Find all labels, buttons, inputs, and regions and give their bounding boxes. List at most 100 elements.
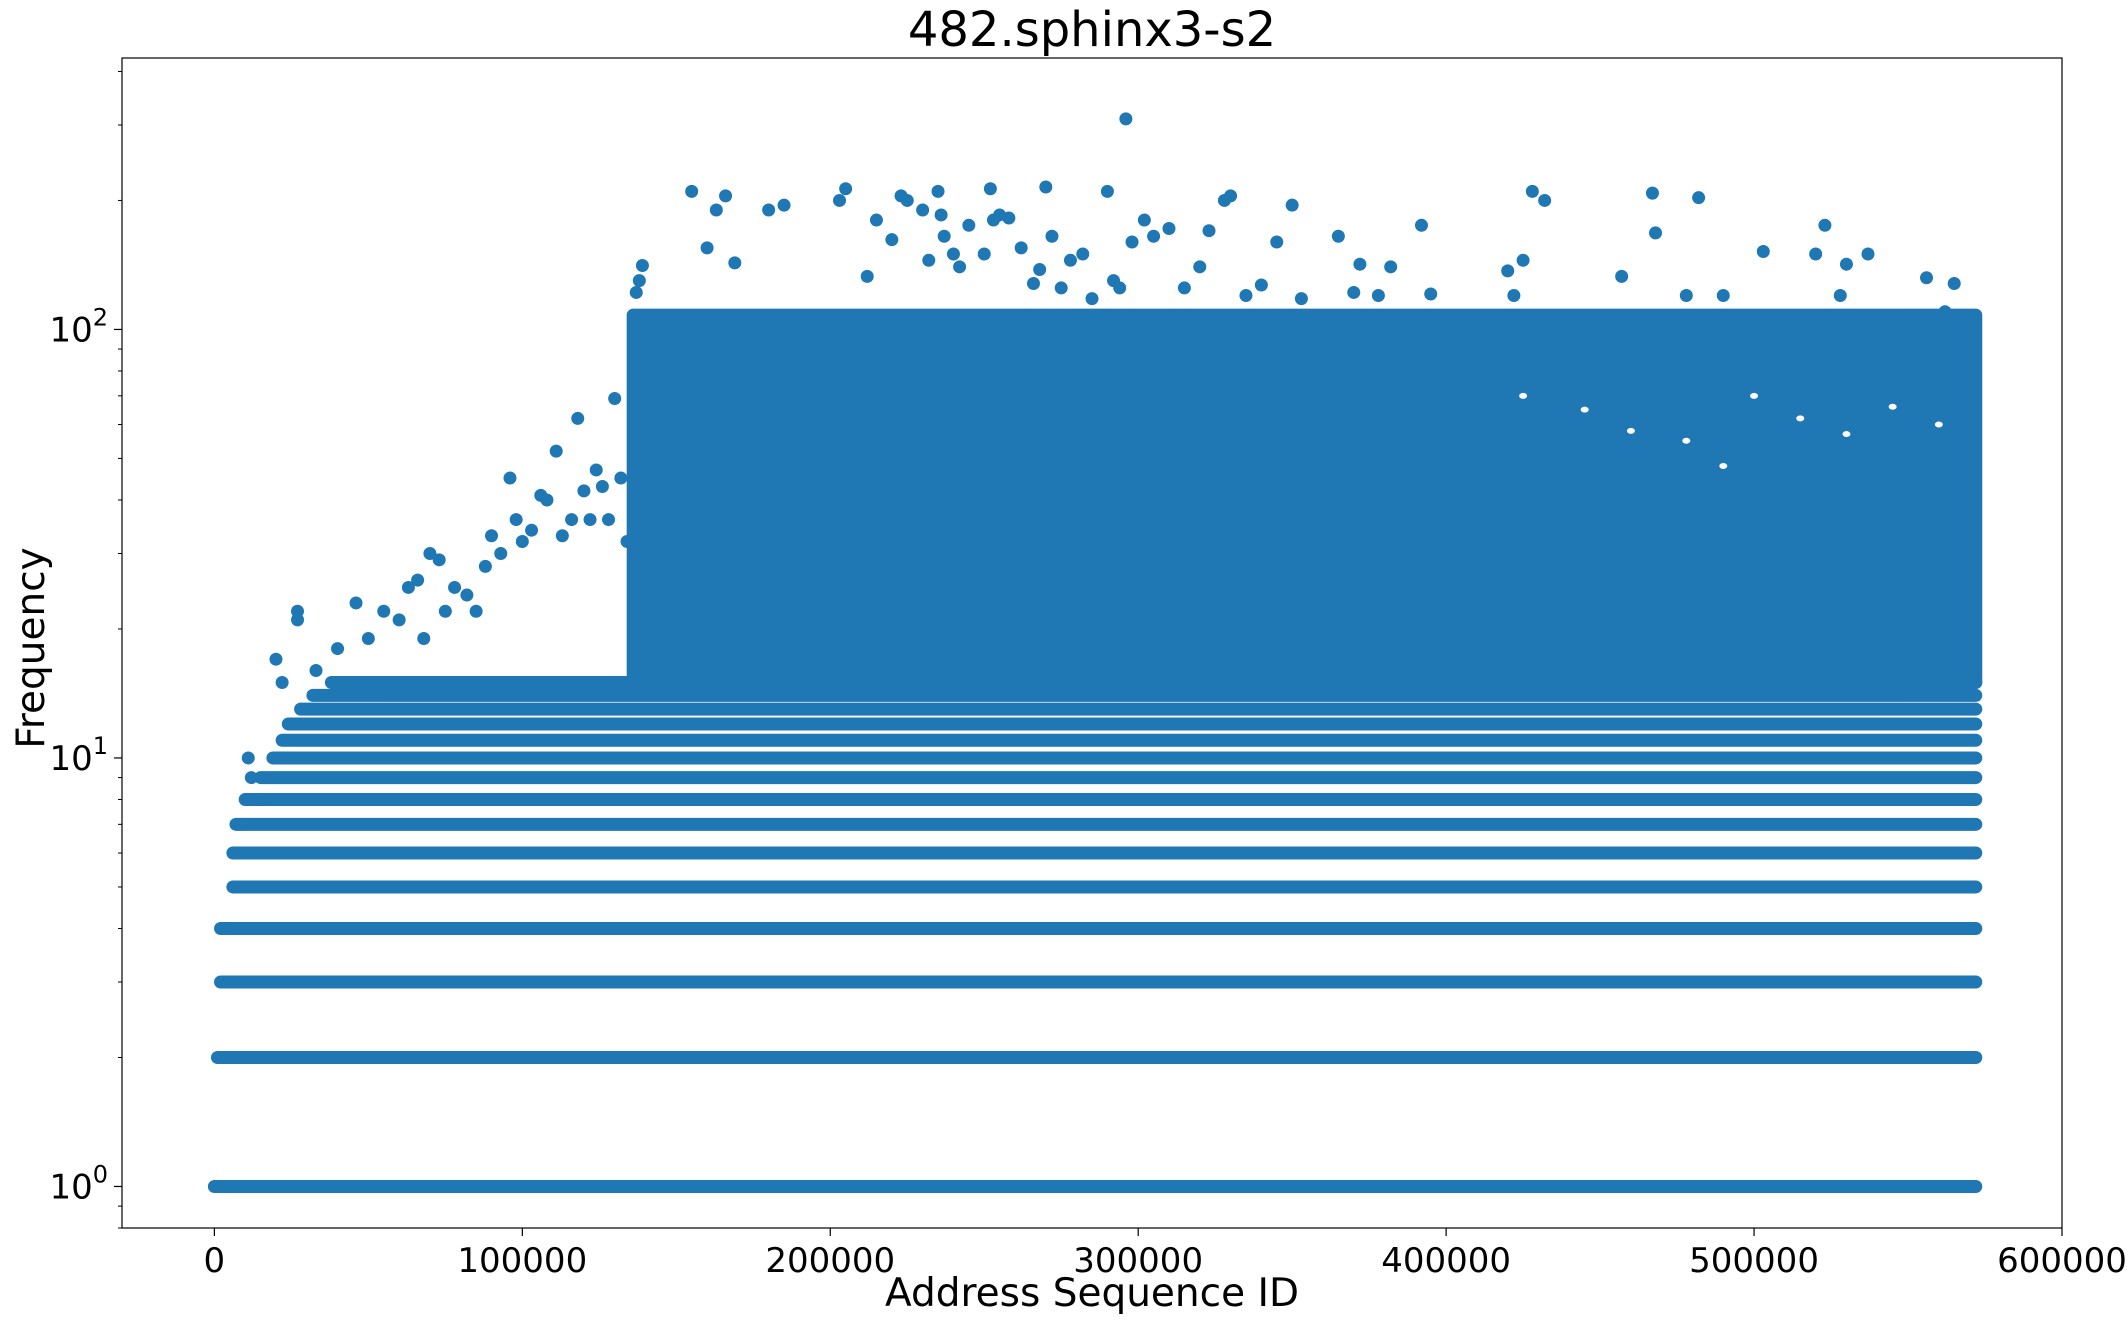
- data-point: [515, 534, 529, 548]
- data-point: [1645, 186, 1659, 200]
- data-point: [438, 604, 452, 618]
- data-marks: [207, 112, 1983, 1193]
- data-point: [1177, 281, 1191, 295]
- data-point: [503, 471, 517, 485]
- data-point: [620, 534, 634, 548]
- data-point: [469, 604, 483, 618]
- data-point: [977, 247, 991, 261]
- y-tick-label: 100: [49, 1160, 108, 1207]
- dense-region-gap: [1934, 421, 1943, 428]
- data-point: [1861, 247, 1875, 261]
- x-tick-label: 300000: [1073, 1241, 1203, 1281]
- data-point: [602, 513, 616, 527]
- data-point: [1270, 235, 1284, 249]
- data-point: [1331, 229, 1345, 243]
- data-point: [1045, 229, 1059, 243]
- y-tick-exponent: 1: [93, 732, 108, 760]
- data-point: [494, 547, 508, 561]
- x-tick-label: 400000: [1381, 1241, 1511, 1281]
- dense-region-gap: [1682, 437, 1691, 444]
- data-point: [762, 203, 776, 217]
- data-point: [1501, 264, 1515, 278]
- data-point: [525, 523, 539, 537]
- data-point: [1756, 245, 1770, 259]
- data-point: [629, 285, 643, 299]
- data-point: [1516, 253, 1530, 267]
- frequency-band-5: [226, 880, 1983, 894]
- data-point: [577, 484, 591, 498]
- data-point: [1202, 224, 1216, 238]
- data-point: [1063, 253, 1077, 267]
- data-point: [1224, 189, 1238, 203]
- data-point: [417, 632, 431, 646]
- data-point: [1239, 289, 1253, 303]
- frequency-band-6: [226, 846, 1983, 860]
- y-tick-exponent: 2: [93, 303, 108, 331]
- data-point: [583, 513, 597, 527]
- data-point: [728, 256, 742, 270]
- data-point: [269, 652, 283, 666]
- frequency-band-3: [214, 975, 1983, 989]
- frequency-band-2: [210, 1050, 1983, 1064]
- data-point: [1100, 184, 1114, 198]
- frequency-band-14: [306, 688, 1983, 702]
- data-point: [1054, 281, 1068, 295]
- data-point: [900, 193, 914, 207]
- data-point: [565, 513, 579, 527]
- frequency-band-8: [238, 792, 1983, 806]
- data-point: [1507, 289, 1521, 303]
- data-point: [635, 259, 649, 273]
- data-point: [220, 921, 234, 935]
- x-tick-label: 200000: [765, 1241, 895, 1281]
- dense-region-gap: [1519, 392, 1528, 399]
- data-point: [1920, 271, 1934, 285]
- data-point: [719, 189, 733, 203]
- data-point: [1371, 289, 1385, 303]
- data-point: [777, 198, 791, 212]
- data-point: [555, 529, 569, 543]
- data-point: [509, 513, 523, 527]
- data-point: [709, 203, 723, 217]
- data-point: [432, 553, 446, 567]
- data-point: [1424, 287, 1438, 301]
- data-point: [931, 184, 945, 198]
- data-point: [839, 182, 853, 196]
- data-point: [241, 751, 255, 765]
- y-tick-base: 10: [49, 1167, 92, 1207]
- data-point: [608, 392, 622, 406]
- data-point: [1162, 222, 1176, 236]
- data-point: [595, 480, 609, 494]
- frequency-band-7: [229, 817, 1983, 831]
- data-point: [916, 203, 930, 217]
- data-point: [235, 817, 249, 831]
- data-point: [1085, 292, 1099, 306]
- data-point: [685, 184, 699, 198]
- data-point: [309, 663, 323, 677]
- data-point: [632, 274, 646, 288]
- data-point: [589, 463, 603, 477]
- x-tick-label: 100000: [457, 1241, 587, 1281]
- data-point: [1113, 281, 1127, 295]
- frequency-band-4: [214, 921, 1983, 935]
- data-point: [254, 792, 268, 806]
- data-point: [1076, 247, 1090, 261]
- data-point: [1125, 235, 1139, 249]
- dense-region-gap: [1719, 463, 1728, 470]
- data-point: [1414, 218, 1428, 232]
- data-point: [700, 241, 714, 255]
- data-point: [540, 493, 554, 507]
- y-tick-label: 101: [49, 732, 108, 779]
- data-point: [1347, 285, 1361, 299]
- data-point: [1809, 247, 1823, 261]
- frequency-band-11: [275, 733, 1983, 747]
- data-point: [1649, 226, 1663, 240]
- data-point: [860, 269, 874, 283]
- data-point: [1938, 305, 1952, 319]
- y-tick-base: 10: [49, 310, 92, 350]
- data-point: [922, 253, 936, 267]
- axes: 0 100000 200000 300000 400000 500000 600000100…: [49, 57, 2127, 1281]
- data-point: [217, 975, 231, 989]
- data-point: [1818, 218, 1832, 232]
- data-point: [1119, 112, 1133, 126]
- data-point: [934, 208, 948, 222]
